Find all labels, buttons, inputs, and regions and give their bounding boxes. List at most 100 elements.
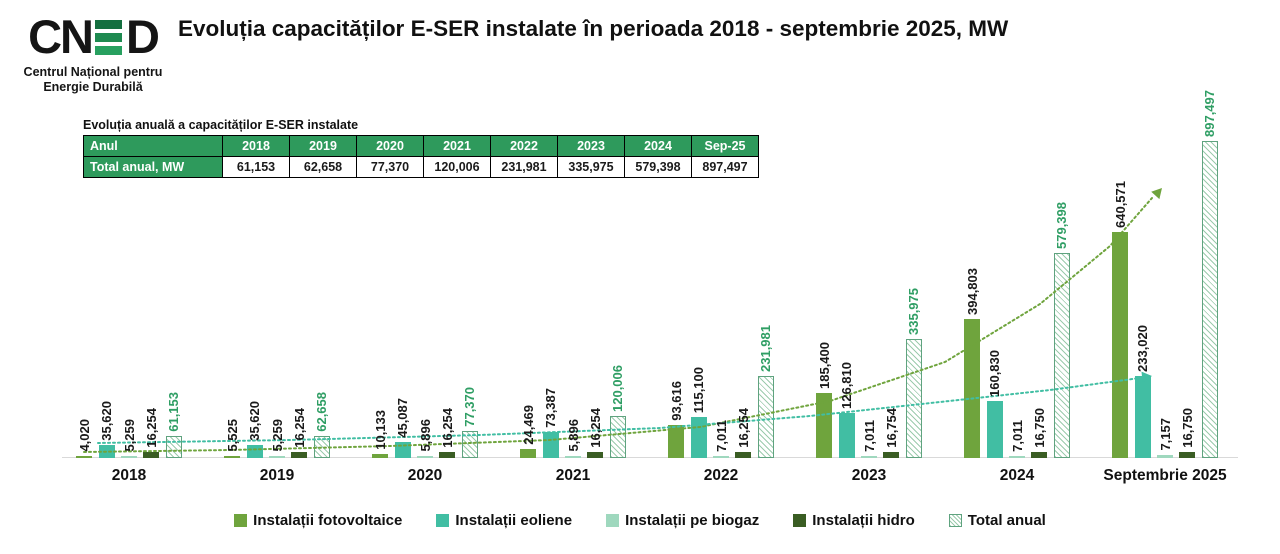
x-axis-label: 2024 bbox=[999, 467, 1035, 484]
bar-series1-1 bbox=[246, 445, 263, 458]
bar-series3-7 bbox=[1179, 452, 1196, 458]
bar-series0-3 bbox=[520, 449, 537, 458]
bar-series3-2 bbox=[439, 452, 456, 458]
legend-label: Total anual bbox=[967, 512, 1046, 529]
table-col-year: 2024 bbox=[624, 135, 692, 157]
bar-value-label: 640,571 bbox=[1112, 181, 1128, 228]
table-total-value: 77,370 bbox=[356, 156, 424, 178]
table-row-label: Total anual, MW bbox=[83, 156, 223, 178]
legend-item-0: Instalații fotovoltaice bbox=[234, 512, 402, 529]
bar-value-label: 394,803 bbox=[964, 268, 980, 315]
summary-table-section: Evoluția anuală a capacităților E-SER in… bbox=[83, 118, 759, 178]
bar-series2-0 bbox=[121, 456, 137, 458]
bar-value-label: 120,006 bbox=[610, 365, 626, 412]
x-axis-label: 2023 bbox=[851, 467, 887, 484]
bar-series0-7 bbox=[1112, 232, 1129, 458]
bar-series3-3 bbox=[587, 452, 604, 458]
bar-series2-3 bbox=[565, 456, 581, 458]
table-total-value: 335,975 bbox=[557, 156, 625, 178]
bar-value-label: 24,469 bbox=[520, 405, 536, 445]
bar-series3-1 bbox=[291, 452, 308, 458]
bar-series1-4 bbox=[690, 417, 707, 458]
bar-value-label: 35,620 bbox=[99, 401, 115, 441]
bar-value-label: 16,254 bbox=[735, 408, 751, 448]
bar-value-label: 579,398 bbox=[1054, 202, 1070, 249]
bar-value-label: 7,011 bbox=[1009, 420, 1025, 452]
bar-series1-3 bbox=[542, 432, 559, 458]
bar-value-label: 77,370 bbox=[462, 387, 478, 427]
bar-value-label: 62,658 bbox=[314, 392, 330, 432]
bar-series3-6 bbox=[1031, 452, 1048, 458]
bar-series1-0 bbox=[98, 445, 115, 458]
bar-series3-4 bbox=[735, 452, 752, 458]
bar-total-7 bbox=[1201, 141, 1218, 458]
bar-value-label: 897,497 bbox=[1202, 90, 1218, 137]
bar-series3-0 bbox=[143, 452, 160, 458]
bar-value-label: 5,259 bbox=[121, 419, 137, 452]
bar-value-label: 45,087 bbox=[395, 398, 411, 438]
bar-series2-6 bbox=[1009, 456, 1025, 458]
chart-legend: Instalații fotovoltaice Instalații eolien… bbox=[0, 512, 1280, 529]
legend-item-3: Instalații hidro bbox=[793, 512, 915, 529]
bar-total-4 bbox=[757, 376, 774, 458]
bar-value-label: 5,525 bbox=[224, 419, 240, 452]
logo-e-bars-icon bbox=[94, 19, 122, 55]
summary-table-caption: Evoluția anuală a capacităților E-SER in… bbox=[83, 118, 359, 132]
bar-total-3 bbox=[609, 416, 626, 458]
logo-subtitle-line1: Centrul Național pentru bbox=[23, 65, 163, 79]
bar-series0-2 bbox=[372, 454, 389, 458]
x-axis-label: 2021 bbox=[555, 467, 591, 484]
summary-table-data-row: Total anual, MW 61,153 62,658 77,370 120,006… bbox=[83, 156, 759, 178]
x-axis-line bbox=[62, 457, 1238, 458]
x-axis-label: 2018 bbox=[111, 467, 147, 484]
x-axis-label: Septembrie 2025 bbox=[1103, 467, 1227, 484]
bar-total-1 bbox=[313, 436, 330, 458]
bar-series0-4 bbox=[668, 425, 685, 458]
bar-value-label: 35,620 bbox=[247, 401, 263, 441]
bar-total-2 bbox=[461, 431, 478, 458]
legend-item-1: Instalații eoliene bbox=[436, 512, 572, 529]
bar-value-label: 16,254 bbox=[439, 408, 455, 448]
bar-series3-5 bbox=[883, 452, 900, 458]
legend-swatch-icon bbox=[234, 514, 248, 527]
bar-value-label: 5,896 bbox=[417, 419, 433, 452]
x-axis-label: 2022 bbox=[703, 467, 739, 484]
bar-series1-7 bbox=[1134, 376, 1151, 458]
bar-value-label: 7,011 bbox=[713, 420, 729, 452]
legend-label: Instalații eoliene bbox=[455, 512, 573, 529]
bar-value-label: 126,810 bbox=[839, 362, 855, 409]
bar-value-label: 10,133 bbox=[372, 410, 388, 450]
table-total-value: 579,398 bbox=[624, 156, 692, 178]
table-total-value: 120,006 bbox=[423, 156, 491, 178]
bar-value-label: 231,981 bbox=[758, 325, 774, 372]
logo-letters-cn: CN bbox=[28, 10, 94, 63]
bar-value-label: 5,259 bbox=[269, 419, 285, 452]
cned-logo-wordmark: CN D bbox=[18, 12, 168, 62]
bar-value-label: 73,387 bbox=[543, 388, 559, 428]
legend-label: Instalații hidro bbox=[812, 512, 915, 529]
bar-value-label: 16,254 bbox=[143, 408, 159, 448]
bar-series2-7 bbox=[1157, 455, 1173, 458]
legend-item-4: Total anual bbox=[948, 512, 1046, 529]
table-col-year: 2023 bbox=[557, 135, 625, 157]
bar-series0-6 bbox=[964, 319, 981, 458]
table-col-year: 2018 bbox=[222, 135, 290, 157]
bar-series0-0 bbox=[76, 456, 93, 458]
bar-total-5 bbox=[905, 339, 922, 458]
legend-swatch-icon bbox=[606, 514, 620, 527]
page-title: Evoluția capacităților E-SER instalate î… bbox=[178, 16, 1009, 41]
bar-value-label: 115,100 bbox=[691, 366, 707, 413]
bar-value-label: 16,754 bbox=[883, 408, 899, 448]
x-axis-label: 2020 bbox=[407, 467, 443, 484]
bar-series2-4 bbox=[713, 456, 729, 458]
bar-value-label: 16,254 bbox=[587, 408, 603, 448]
legend-swatch-icon bbox=[948, 514, 962, 527]
table-col-year: 2021 bbox=[423, 135, 491, 157]
bar-value-label: 185,400 bbox=[816, 342, 832, 389]
table-total-value: 231,981 bbox=[490, 156, 558, 178]
legend-item-2: Instalații pe biogaz bbox=[606, 512, 759, 529]
bar-series2-5 bbox=[861, 456, 877, 458]
legend-swatch-icon bbox=[436, 514, 450, 527]
bar-value-label: 7,011 bbox=[861, 420, 877, 452]
